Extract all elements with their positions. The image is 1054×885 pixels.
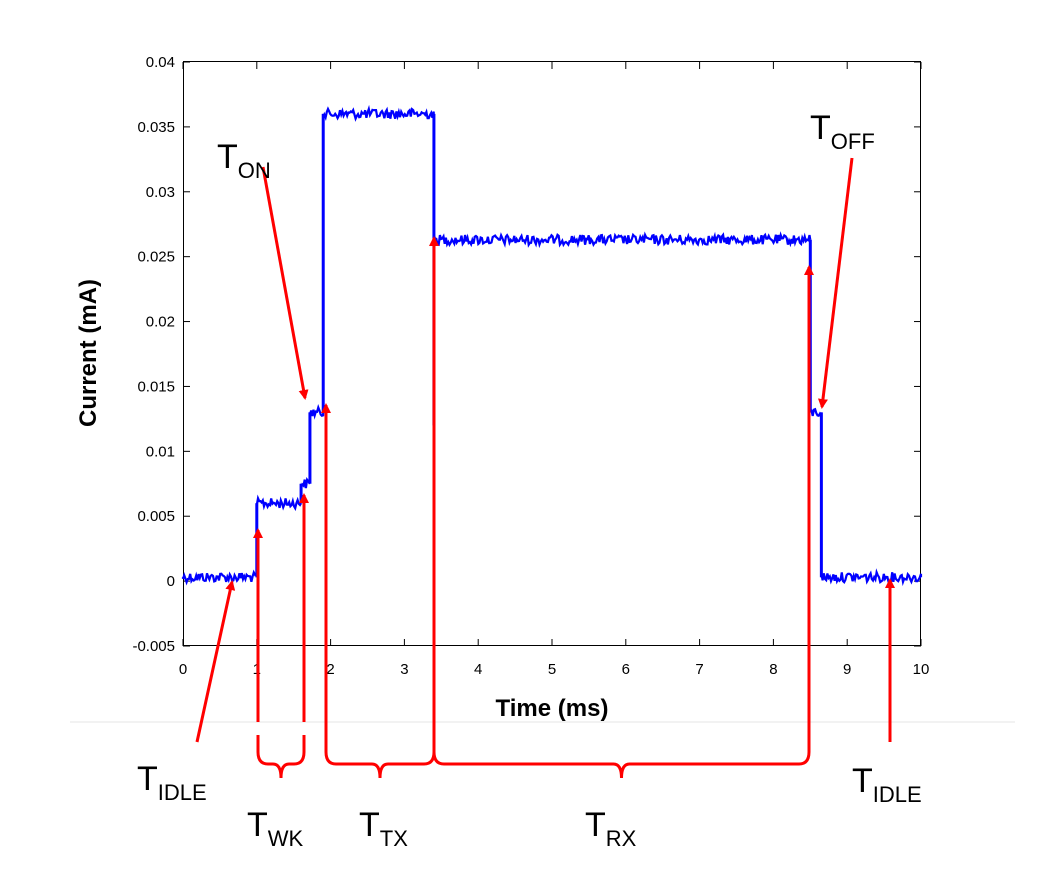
rx-brace [432,751,811,779]
y-axis-ticks: -0.005 0 0.005 0.01 0.015 0.02 0.025 0.03 0.035 0… [132,54,921,655]
series-segment [322,104,435,122]
wk-brace [256,751,306,779]
series-segment [432,231,812,249]
tx-brace [324,751,436,779]
x-tick-label: 9 [843,661,851,678]
x-tick-label: 5 [548,661,556,678]
annotation-layer: TON TOFF TIDLE TWK TTX TRX TIDLE [137,109,922,851]
x-tick-label: 3 [400,661,408,678]
y-tick-label: -0.005 [132,638,175,655]
y-axis-title: Current (mA) [75,279,102,427]
tidle-left-arrow [195,580,236,743]
x-tick-label: 4 [474,661,482,678]
y-tick-label: 0.015 [137,378,175,395]
x-tick-label: 0 [179,661,187,678]
y-tick-label: 0 [167,573,175,590]
y-tick-label: 0.005 [137,508,175,525]
x-tick-label: 7 [695,661,703,678]
t-idle-right-label: TIDLE [852,762,922,807]
series-segment [308,404,325,420]
series-segment [820,568,923,587]
series-segment [255,494,303,512]
toff-arrow [817,157,854,409]
y-tick-label: 0.03 [146,184,175,201]
y-tick-label: 0.01 [146,443,175,460]
t-idle-left-label: TIDLE [137,760,207,805]
y-tick-label: 0.025 [137,249,175,266]
t-wk-label: TWK [247,806,304,851]
y-tick-label: 0.035 [137,119,175,136]
t-on-label: TON [217,138,271,183]
x-tick-label: 2 [326,661,334,678]
x-tick-label: 8 [769,661,777,678]
x-axis-title: Time (ms) [496,695,609,722]
x-tick-label: 10 [913,661,930,678]
t-rx-label: TRX [585,806,637,851]
x-tick-label: 6 [622,661,630,678]
t-off-label: TOFF [810,109,875,154]
ton-arrow [261,166,309,400]
y-tick-label: 0.02 [146,314,175,331]
t-tx-label: TTX [359,806,408,851]
y-tick-label: 0.04 [146,54,175,71]
series-segment [181,569,258,586]
